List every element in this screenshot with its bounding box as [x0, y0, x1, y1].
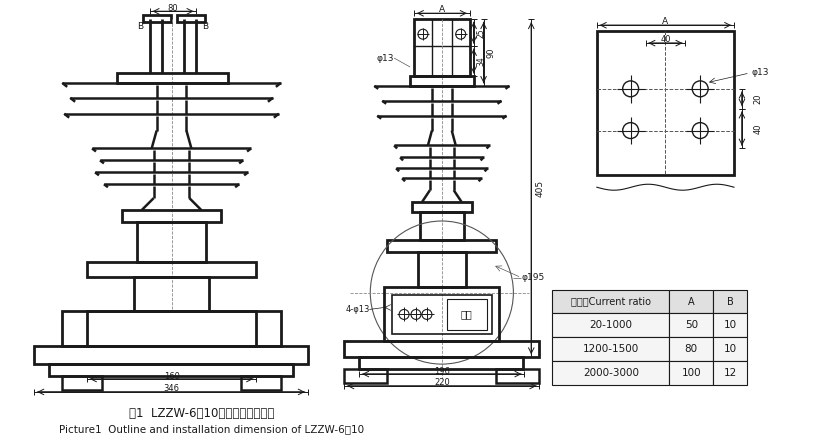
Bar	[552, 313, 670, 337]
Text: 100: 100	[681, 368, 701, 378]
Text: A: A	[662, 17, 668, 26]
Text: 12: 12	[724, 368, 736, 378]
Text: 346: 346	[163, 384, 179, 393]
Text: 4-φ13: 4-φ13	[346, 305, 371, 314]
Text: B: B	[202, 22, 209, 31]
Text: 电流比Current ratio: 电流比Current ratio	[571, 296, 651, 307]
Text: 20-1000: 20-1000	[589, 320, 632, 330]
Text: A: A	[688, 296, 695, 307]
Bar	[552, 290, 670, 313]
Text: 40: 40	[660, 35, 671, 44]
Bar	[552, 337, 670, 361]
Bar	[670, 361, 713, 385]
Bar	[117, 73, 229, 83]
Bar	[178, 15, 205, 22]
Bar	[412, 202, 472, 212]
Text: 20: 20	[754, 93, 763, 104]
Bar	[597, 31, 734, 175]
Bar	[137, 222, 206, 262]
Bar	[670, 290, 713, 313]
Bar	[34, 346, 307, 364]
Bar	[713, 313, 747, 337]
Text: 80: 80	[685, 344, 698, 354]
Text: 90: 90	[487, 47, 495, 58]
Bar	[552, 361, 670, 385]
Bar	[670, 313, 713, 337]
Bar	[62, 312, 281, 346]
Bar	[447, 299, 487, 330]
Bar	[134, 277, 209, 312]
Text: 10: 10	[724, 344, 736, 354]
Bar	[384, 287, 499, 341]
Text: B: B	[726, 296, 734, 307]
Bar	[359, 357, 524, 369]
Text: 196: 196	[434, 367, 450, 376]
Text: Picture1  Outline and installation dimension of LZZW-6、10: Picture1 Outline and installation dimens…	[59, 424, 364, 434]
Text: 25: 25	[477, 28, 485, 37]
Bar	[87, 262, 256, 277]
Text: 40: 40	[754, 123, 763, 134]
Text: 50: 50	[685, 320, 698, 330]
Text: φ13: φ13	[752, 69, 770, 77]
Bar	[122, 210, 221, 222]
Bar	[241, 376, 281, 390]
Text: 2000-3000: 2000-3000	[583, 368, 639, 378]
Bar	[344, 369, 387, 383]
Bar	[387, 240, 496, 252]
Bar	[418, 252, 465, 287]
Bar	[49, 364, 293, 376]
Bar	[87, 312, 256, 346]
Bar	[143, 15, 170, 22]
Text: 1200-1500: 1200-1500	[583, 344, 639, 354]
Text: 160: 160	[164, 372, 179, 380]
Text: 34: 34	[477, 56, 485, 66]
Bar	[344, 341, 539, 357]
Text: 10: 10	[724, 320, 736, 330]
Text: φ195: φ195	[521, 273, 544, 282]
Bar	[713, 337, 747, 361]
Text: 405: 405	[535, 180, 544, 197]
Text: φ13: φ13	[376, 53, 394, 63]
Bar	[62, 376, 102, 390]
Bar	[414, 19, 470, 76]
Bar	[496, 369, 539, 383]
Bar	[392, 295, 491, 334]
Text: 铭牌: 铭牌	[461, 309, 473, 320]
Text: 图1  LZZW-6、10外形及安装尺寸图: 图1 LZZW-6、10外形及安装尺寸图	[129, 407, 274, 420]
Text: A: A	[439, 5, 445, 14]
Bar	[713, 290, 747, 313]
Text: 80: 80	[168, 4, 179, 13]
Bar	[420, 212, 464, 240]
Text: 220: 220	[434, 379, 450, 388]
Bar	[670, 337, 713, 361]
Bar	[410, 76, 474, 86]
Text: B: B	[138, 22, 144, 31]
Bar	[713, 361, 747, 385]
